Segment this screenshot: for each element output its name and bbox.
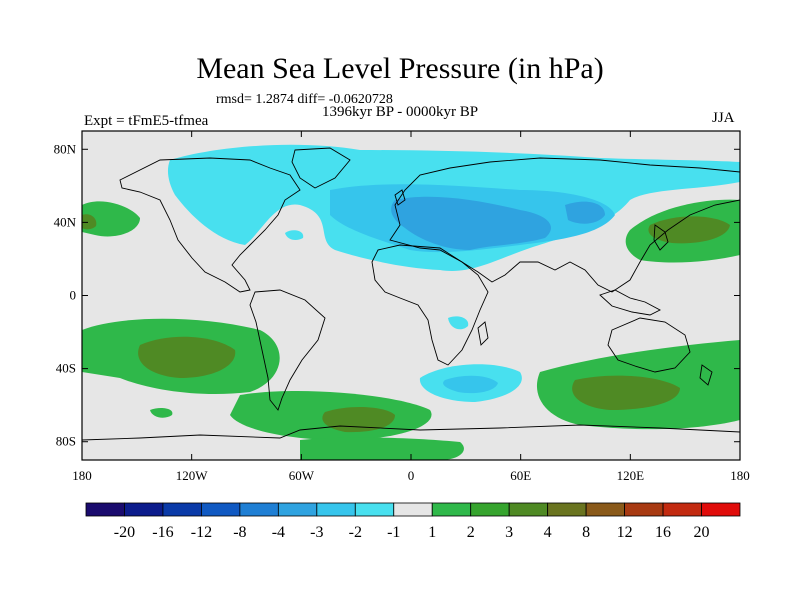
colorbar-swatch: [124, 502, 164, 517]
colorbar-swatch: [354, 502, 395, 517]
colorbar-label: 1: [428, 524, 436, 541]
colorbar-swatch: [508, 502, 549, 517]
coastline-eurasia: [389, 157, 740, 293]
longitude-axis: 180 120W 60W 0 60E 120E 180: [72, 131, 750, 483]
colorbar-swatch: [701, 502, 741, 517]
colorbar-label: 20: [694, 524, 710, 541]
southern-ocean-high-rim: [300, 437, 464, 460]
coastline-antarctica: [82, 424, 740, 441]
colorbar: -20 -16 -12 -8 -4 -3 -2 -1 1 2 3 4 8 12 16 20: [85, 502, 741, 541]
coastline-new-zealand: [699, 364, 713, 386]
north-atlantic-eurasia-low: [285, 230, 304, 241]
colorbar-swatch: [662, 502, 702, 517]
north-pacific-high: [648, 216, 730, 244]
colorbar-swatch: [470, 502, 510, 517]
lon-tick-label: 180: [730, 468, 750, 483]
season-label: JJA: [712, 110, 735, 126]
south-pacific-high: [138, 336, 236, 378]
colorbar-label: 4: [544, 524, 552, 541]
colorbar-label: -1: [387, 524, 400, 541]
lat-tick-label: 40S: [56, 361, 76, 376]
colorbar-label: -3: [310, 524, 323, 541]
coastline-japan: [653, 224, 669, 251]
lon-tick-label: 60W: [289, 468, 315, 483]
colorbar-swatch: [431, 502, 472, 517]
colorbar-label: -8: [233, 524, 246, 541]
lat-tick-label: 40N: [54, 214, 77, 229]
north-atlantic-eurasia-low: [650, 166, 683, 177]
lon-tick-label: 120W: [176, 468, 209, 483]
colorbar-swatch: [624, 502, 664, 517]
period-label: 1396kyr BP - 0000kyr BP: [322, 104, 479, 120]
colorbar-label: 8: [582, 524, 590, 541]
map-panel: [82, 131, 740, 460]
colorbar-swatch: [585, 502, 625, 517]
south-atlantic-low: [443, 375, 498, 394]
colorbar-label: -16: [152, 524, 173, 541]
colorbar-label: -2: [349, 524, 362, 541]
coastline-madagascar: [477, 321, 489, 346]
lon-tick-label: 120E: [617, 468, 645, 483]
coastline-australia: [607, 317, 691, 373]
coastline-north-america: [119, 157, 301, 293]
colorbar-swatch: [239, 502, 279, 517]
coastline-maritime-continent: [599, 289, 661, 316]
colorbar-swatch: [277, 502, 318, 517]
coastline-south-america: [249, 289, 326, 411]
map-title: Mean Sea Level Pressure (in hPa): [196, 52, 604, 85]
stats-line: rmsd= 1.2874 diff= -0.0620728: [216, 92, 393, 107]
colorbar-label: 2: [467, 524, 475, 541]
mediterranean-arabia-low: [565, 201, 605, 224]
coastlines: [82, 147, 740, 441]
colorbar-label: -12: [191, 524, 212, 541]
south-atlantic-low: [448, 316, 469, 330]
colorbar-label: 12: [617, 524, 633, 541]
experiment-label: Expt = tFmE5-tfmea: [84, 113, 209, 129]
colorbar-swatch: [393, 502, 433, 517]
southern-ocean-high: [572, 375, 680, 410]
north-pacific-high: [82, 201, 140, 237]
lat-tick-label: 80N: [54, 141, 77, 156]
colorbar-swatch: [162, 502, 202, 517]
colorbar-swatch: [547, 502, 587, 517]
positive-anomalies: [82, 199, 740, 460]
lon-tick-label: 0: [408, 468, 415, 483]
latitude-axis: 80N 40N 0 40S 80S: [54, 141, 740, 449]
colorbar-label: -20: [114, 524, 135, 541]
negative-anomalies: [167, 144, 740, 402]
colorbar-swatch: [201, 502, 241, 517]
north-pacific-high: [82, 214, 97, 230]
coastline-africa: [371, 244, 489, 366]
colorbar-label: 16: [655, 524, 671, 541]
colorbar-swatch: [316, 502, 356, 517]
coastline-greenland: [291, 147, 351, 189]
lat-tick-label: 0: [70, 288, 77, 303]
colorbar-label: 3: [505, 524, 513, 541]
colorbar-swatch: [85, 502, 125, 517]
mediterranean-arabia-low: [391, 196, 551, 250]
lat-tick-label: 80S: [56, 434, 76, 449]
southern-ocean-high: [150, 407, 173, 418]
lon-tick-label: 60E: [510, 468, 531, 483]
coastline-british-isles: [394, 189, 406, 206]
colorbar-label: -4: [272, 524, 285, 541]
lon-tick-label: 180: [72, 468, 92, 483]
